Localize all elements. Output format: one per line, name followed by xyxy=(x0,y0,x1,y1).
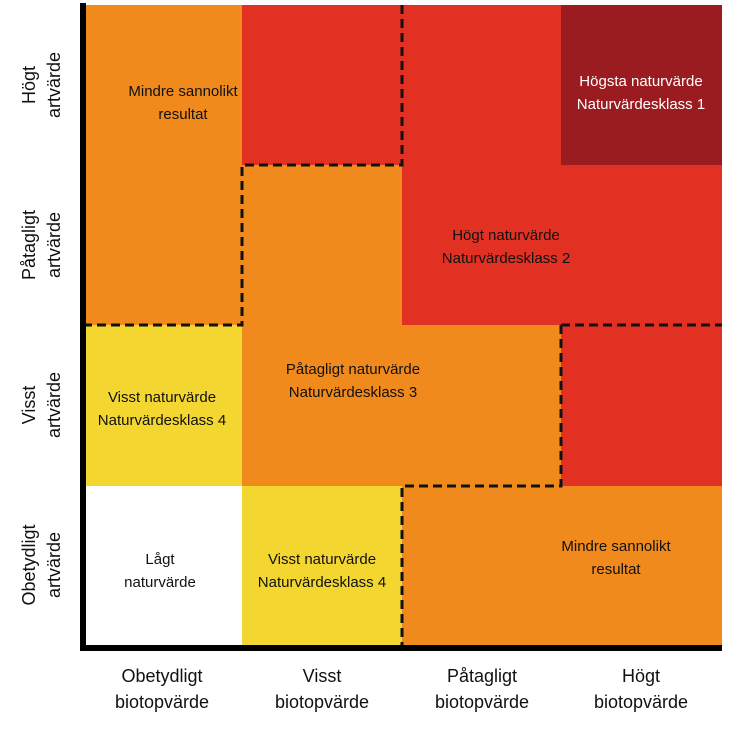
x-axis-label: Visst xyxy=(303,666,342,686)
cell-label: Högt naturvärde xyxy=(452,227,560,244)
y-axis-label: Visst xyxy=(19,386,39,425)
x-axis-label: Högt xyxy=(622,666,660,686)
cell-label: Naturvärdesklass 4 xyxy=(98,412,226,429)
y-axis-label: Påtagligt xyxy=(19,210,39,280)
y-axis-label: artvärde xyxy=(44,212,64,278)
x-axis-label: biotopvärde xyxy=(435,692,529,712)
cell xyxy=(83,486,242,645)
cell-label: Naturvärdesklass 1 xyxy=(577,96,705,113)
cell xyxy=(561,165,722,325)
cell-label: naturvärde xyxy=(124,574,196,591)
cell-label: Naturvärdesklass 3 xyxy=(289,384,417,401)
cell-label: Visst naturvärde xyxy=(268,551,376,568)
cell xyxy=(561,325,722,486)
cell xyxy=(242,5,402,165)
cell-label: Lågt xyxy=(145,551,175,568)
cell-label: Mindre sannolikt xyxy=(128,83,238,100)
cell xyxy=(402,486,561,645)
cell-label: Högsta naturvärde xyxy=(579,73,702,90)
cell xyxy=(83,5,242,165)
cells xyxy=(83,5,722,645)
cell-label: resultat xyxy=(158,106,208,123)
cell xyxy=(242,486,402,645)
cell-label: Påtagligt naturvärde xyxy=(286,361,420,378)
axes xyxy=(80,3,722,651)
cell-label: Naturvärdesklass 2 xyxy=(442,250,570,267)
cell xyxy=(561,5,722,165)
y-axis-label: artvärde xyxy=(44,372,64,438)
y-axis-label: Högt xyxy=(19,66,39,104)
y-axis-label: Obetydligt xyxy=(19,524,39,605)
x-axis-label: biotopvärde xyxy=(594,692,688,712)
cell xyxy=(242,165,402,325)
cell xyxy=(402,165,561,325)
x-axis-label: biotopvärde xyxy=(115,692,209,712)
cell-label: resultat xyxy=(591,561,641,578)
cell xyxy=(83,165,242,325)
cell xyxy=(561,486,722,645)
x-axis-label: Obetydligt xyxy=(121,666,202,686)
x-axis-label: biotopvärde xyxy=(275,692,369,712)
cell xyxy=(242,325,402,486)
cell-label: Mindre sannolikt xyxy=(561,538,671,555)
y-axis-label: artvärde xyxy=(44,532,64,598)
cell xyxy=(83,325,242,486)
cell xyxy=(402,325,561,486)
cell-label: Visst naturvärde xyxy=(108,389,216,406)
cell xyxy=(402,5,561,165)
y-axis-label: artvärde xyxy=(44,52,64,118)
cell-label: Naturvärdesklass 4 xyxy=(258,574,386,591)
dashed-boundary xyxy=(83,5,722,645)
x-axis-label: Påtagligt xyxy=(447,666,517,686)
